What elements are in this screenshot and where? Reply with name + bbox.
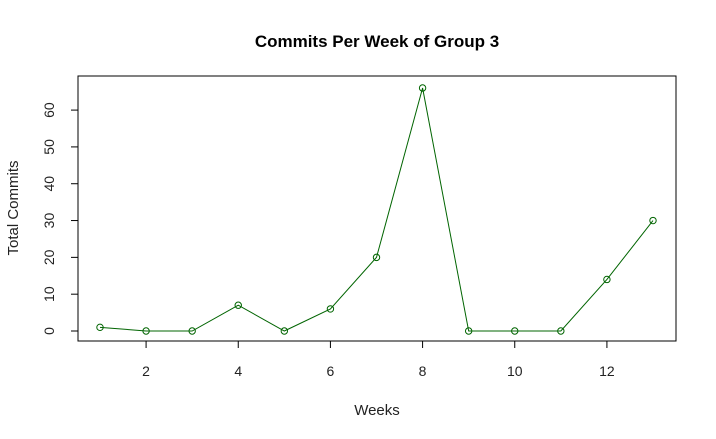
x-tick-label: 12	[599, 363, 615, 379]
data-point	[188, 327, 196, 335]
data-point	[142, 327, 150, 335]
y-axis-label: Total Commits	[5, 160, 22, 255]
y-tick-label: 40	[41, 176, 57, 192]
x-tick-label: 10	[507, 363, 523, 379]
y-tick-label: 60	[41, 102, 57, 118]
y-tick-label: 20	[41, 249, 57, 265]
data-point	[326, 305, 335, 313]
x-tick-label: 8	[419, 363, 427, 379]
plot-frame	[77, 75, 677, 342]
data-point	[603, 275, 611, 284]
data-point	[280, 327, 289, 335]
y-tick-label: 50	[41, 139, 57, 155]
data-point	[372, 253, 381, 262]
data-point	[511, 327, 519, 335]
x-tick-label: 6	[327, 363, 335, 379]
series-line	[99, 87, 654, 332]
x-axis: 2 4 6 8 10 12	[142, 341, 615, 379]
y-tick-label: 30	[41, 213, 57, 229]
data-point	[234, 301, 242, 309]
chart-title: Commits Per Week of Group 3	[255, 32, 499, 51]
data-points	[96, 84, 657, 335]
data-point	[418, 84, 427, 92]
data-point	[649, 216, 657, 225]
y-axis: 0 10 20 30 40 50 60	[41, 102, 78, 335]
y-tick-label: 0	[41, 327, 57, 335]
y-tick-label: 10	[41, 286, 57, 302]
x-tick-label: 2	[142, 363, 150, 379]
data-point	[557, 327, 565, 335]
data-point	[96, 323, 104, 332]
x-axis-label: Weeks	[354, 402, 400, 419]
data-point	[464, 327, 473, 335]
x-tick-label: 4	[234, 363, 242, 379]
